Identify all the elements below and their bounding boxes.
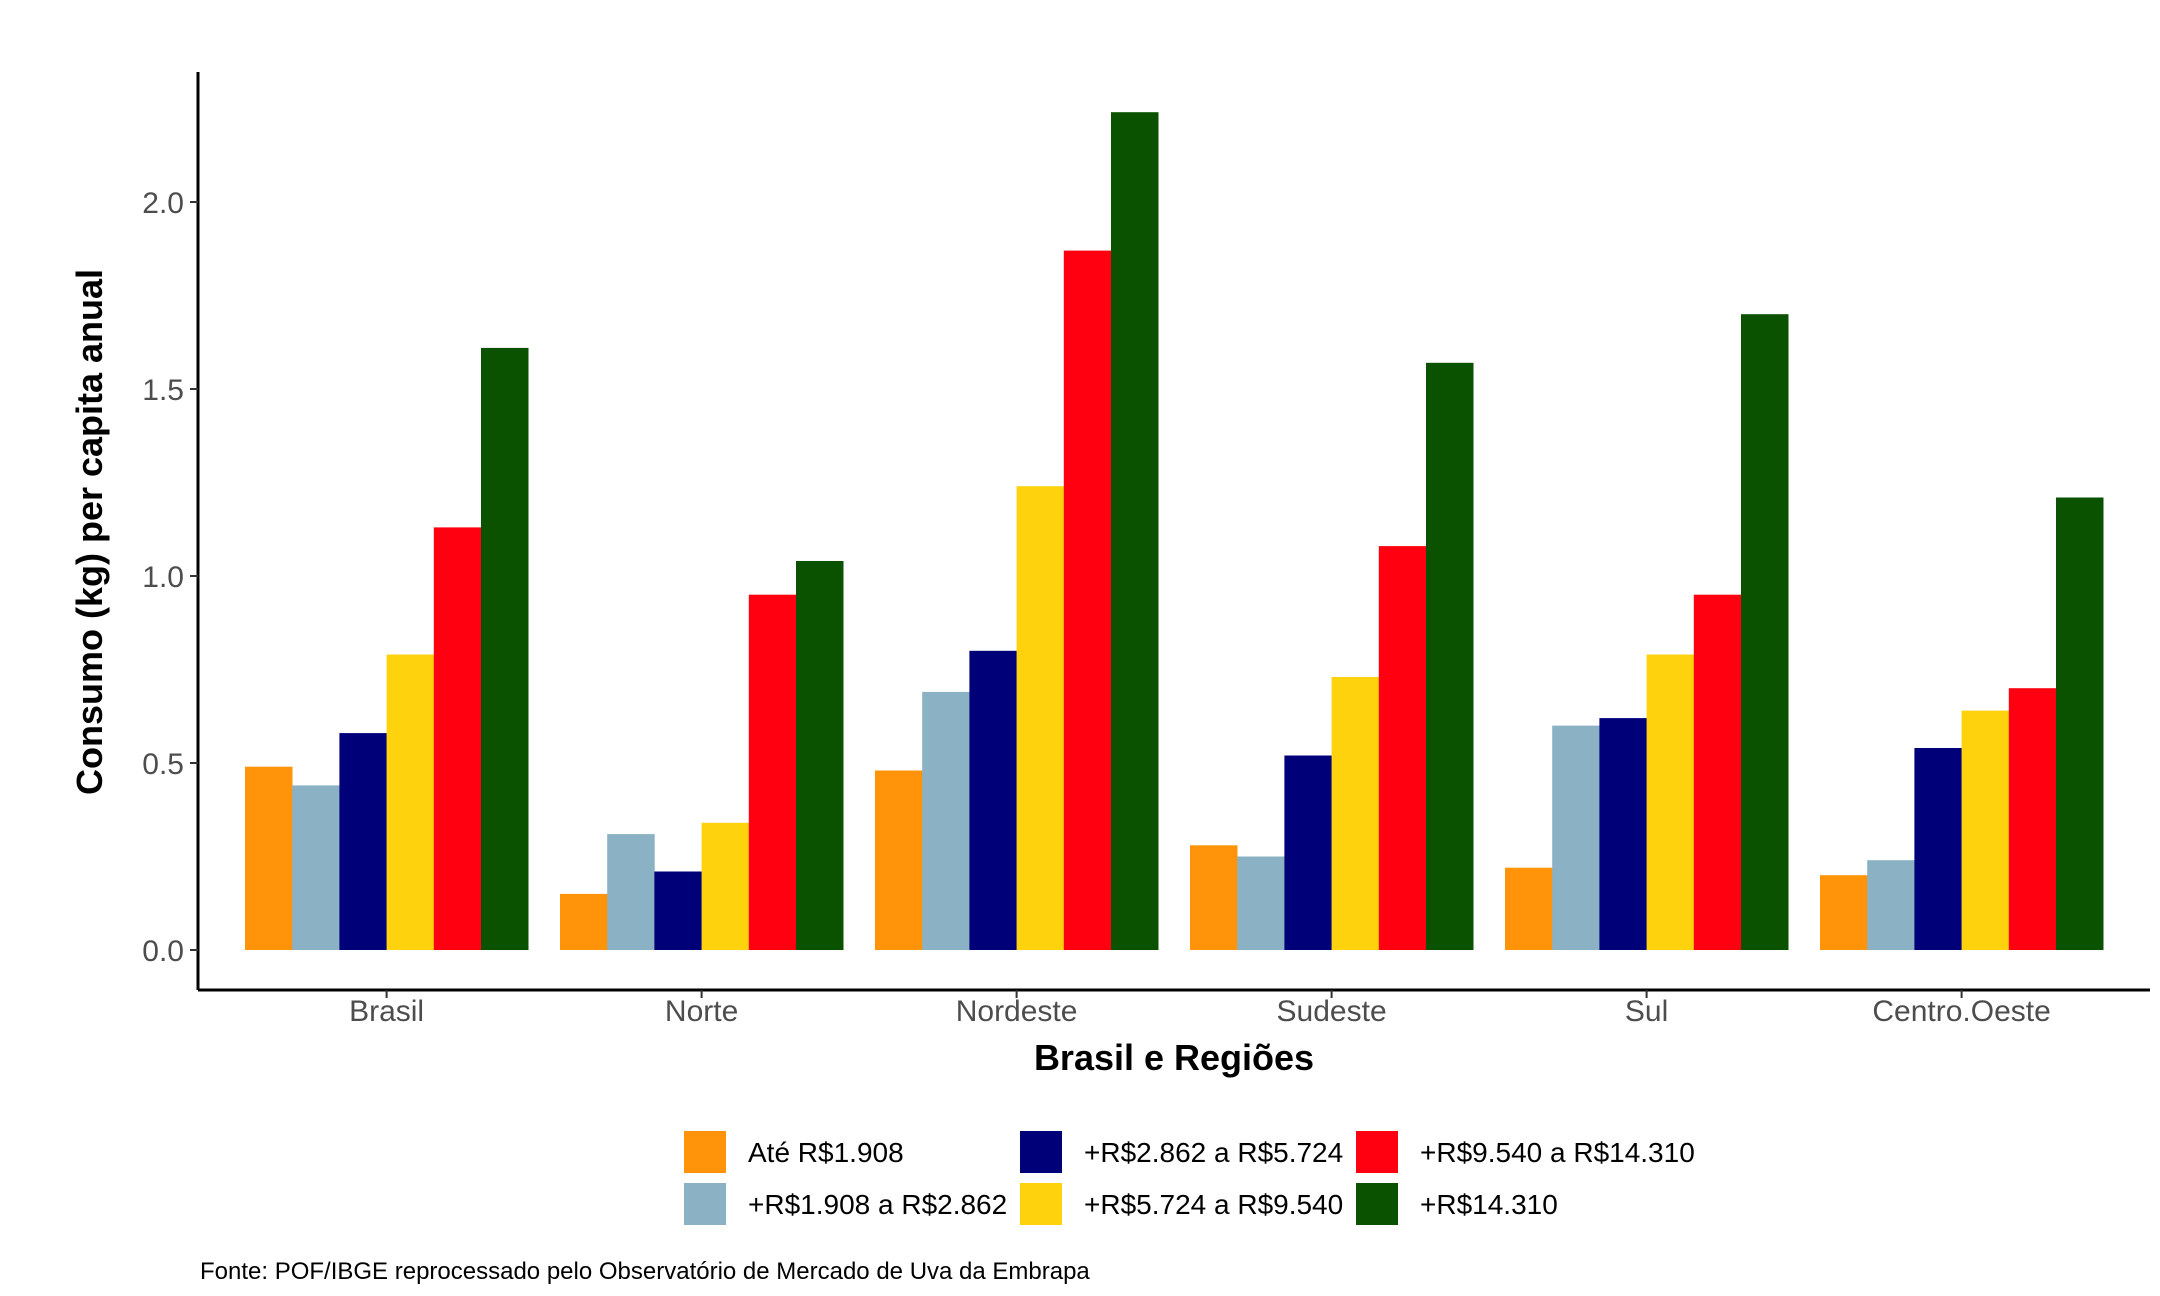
bar-centro-oeste-series-3 (1914, 748, 1962, 950)
bar-brasil-series-4 (386, 654, 435, 950)
bar-sul-series-5 (1693, 594, 1742, 950)
bar-centro-oeste-series-2 (1867, 860, 1915, 950)
bar-norte-series-6 (796, 561, 844, 950)
bar-brasil-series-3 (339, 733, 387, 950)
bar-centro-oeste-series-1 (1820, 875, 1868, 950)
source-note: Fonte: POF/IBGE reprocessado pelo Observ… (200, 1258, 1090, 1285)
bar-sul-series-2 (1552, 725, 1600, 950)
bar-nordeste-series-5 (1063, 250, 1112, 951)
legend-swatch (1020, 1131, 1062, 1173)
y-tick-label: 0.0 (142, 935, 184, 968)
legend-swatch (1356, 1183, 1398, 1225)
bar-centro-oeste-series-4 (1961, 710, 2010, 950)
axes-layer (196, 72, 2150, 992)
bar-norte-series-1 (560, 893, 608, 950)
x-ticks: Brasil Norte Nordeste Sudeste Sul Centro.Oest… (349, 990, 2051, 1028)
x-axis-title: Brasil e Regiões (1034, 1037, 1314, 1078)
x-tick-label: Centro.Oeste (1872, 995, 2050, 1028)
bar-norte-series-4 (701, 822, 750, 950)
x-tick-label: Sudeste (1277, 995, 1387, 1028)
bar-sul-series-6 (1741, 314, 1789, 950)
bar-centro-oeste-series-6 (2056, 497, 2104, 950)
legend-swatch (1356, 1131, 1398, 1173)
bars-layer (245, 112, 2104, 951)
legend-label: Até R$1.908 (748, 1137, 904, 1168)
x-tick-label: Brasil (349, 995, 424, 1028)
legend-label: +R$14.310 (1420, 1189, 1558, 1220)
legend-swatch (684, 1183, 726, 1225)
bar-centro-oeste-series-5 (2008, 688, 2057, 950)
bar-norte-series-5 (748, 594, 797, 950)
bar-brasil-series-2 (292, 785, 340, 950)
x-tick-label: Sul (1625, 995, 1668, 1028)
bar-sudeste-series-2 (1237, 856, 1285, 950)
bar-nordeste-series-1 (875, 770, 923, 950)
bar-brasil-series-6 (481, 347, 529, 950)
legend: Até R$1.908 +R$1.908 a R$2.862 +R$2.862 a … (684, 1131, 1695, 1225)
legend-label: +R$5.724 a R$9.540 (1084, 1189, 1343, 1220)
y-tick-label: 1.0 (142, 561, 184, 594)
bar-sudeste-series-1 (1190, 845, 1238, 950)
bar-norte-series-2 (607, 834, 655, 950)
x-tick-label: Nordeste (956, 995, 1078, 1028)
bar-sudeste-series-3 (1284, 755, 1332, 950)
y-tick-label: 1.5 (142, 374, 184, 407)
bar-norte-series-3 (654, 871, 702, 950)
x-tick-label: Norte (665, 995, 738, 1028)
legend-swatch (684, 1131, 726, 1173)
bar-brasil-series-1 (245, 766, 293, 950)
legend-label: +R$9.540 a R$14.310 (1420, 1137, 1695, 1168)
bar-sudeste-series-4 (1331, 677, 1380, 950)
legend-label: +R$1.908 a R$2.862 (748, 1189, 1007, 1220)
y-axis-title: Consumo (kg) per capita anual (69, 269, 110, 795)
bar-nordeste-series-6 (1111, 112, 1159, 950)
bar-nordeste-series-3 (969, 650, 1017, 950)
bar-brasil-series-5 (433, 527, 482, 950)
bar-sul-series-3 (1599, 718, 1647, 950)
y-tick-label: 2.0 (142, 187, 184, 220)
legend-label: +R$2.862 a R$5.724 (1084, 1137, 1343, 1168)
bar-sul-series-4 (1646, 654, 1695, 950)
legend-swatch (1020, 1183, 1062, 1225)
bar-sudeste-series-5 (1378, 546, 1427, 950)
bar-sul-series-1 (1505, 867, 1553, 950)
bar-sudeste-series-6 (1426, 362, 1474, 950)
bar-nordeste-series-2 (922, 691, 970, 950)
y-tick-label: 0.5 (142, 748, 184, 781)
bar-nordeste-series-4 (1016, 486, 1065, 950)
y-ticks: 0.0 0.5 1.0 1.5 2.0 (142, 187, 198, 968)
